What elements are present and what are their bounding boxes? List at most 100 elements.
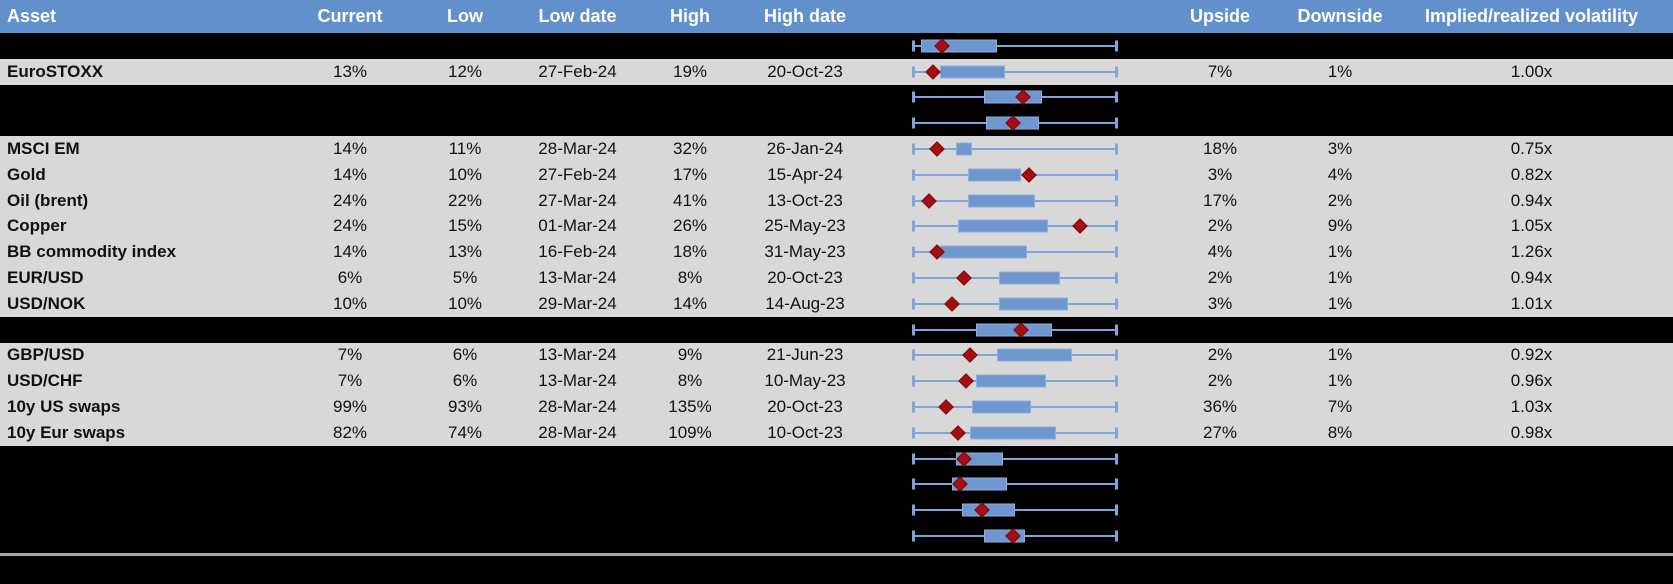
high-value: 18% (672, 242, 708, 262)
table-row: EuroSTOXX 13% 12% 27-Feb-24 19% 20-Oct-2… (0, 58, 1673, 85)
asset-name: 10y Eur swaps (7, 422, 126, 442)
col-header-asset: Asset (7, 6, 57, 26)
high-value: 8% (677, 268, 703, 288)
downside-value: 4% (1327, 164, 1353, 184)
bottom-black-strip (0, 548, 1673, 553)
range-box (968, 168, 1022, 182)
whisker-cap-left (912, 272, 915, 284)
current-level-diamond-marker (943, 296, 960, 312)
high-value: 14% (672, 293, 708, 313)
boxplot-area (912, 265, 1118, 291)
bottom-divider (0, 552, 1673, 556)
current-level-diamond-marker (956, 270, 972, 286)
whisker-cap-right (1115, 220, 1118, 232)
upside-value: 17% (1202, 190, 1238, 210)
downside-value: 1% (1327, 242, 1353, 262)
range-boxplot (865, 136, 1150, 162)
high-value: 135% (668, 397, 712, 417)
low-value: 12% (447, 61, 483, 81)
range-box (976, 374, 1046, 388)
upside-value: 2% (1207, 371, 1233, 391)
table-row: USD/CHF 7% 6% 13-Mar-24 8% 10-May-23 2% … (0, 368, 1673, 395)
low-value: 5% (452, 268, 478, 288)
table-body: EuroSTOXX 13% 12% 27-Feb-24 19% 20-Oct-2… (0, 33, 1673, 549)
whisker-cap-right (1115, 504, 1118, 516)
whisker-cap-right (1115, 143, 1118, 155)
current-value: 13% (332, 61, 368, 81)
asset-name: USD/CHF (7, 371, 83, 391)
range-box (970, 426, 1056, 440)
whisker-cap-right (1115, 324, 1118, 336)
current-level-diamond-marker (921, 192, 938, 209)
range-boxplot (865, 33, 1150, 59)
boxplot-area (912, 162, 1118, 188)
current-value: 6% (337, 268, 363, 288)
downside-value: 1% (1327, 268, 1353, 288)
high-value: 19% (672, 61, 708, 81)
table-row (0, 84, 1673, 111)
current-value: 7% (337, 371, 363, 391)
whisker-cap-right (1115, 195, 1118, 207)
upside-value: 18% (1202, 139, 1238, 159)
whisker-line (913, 483, 1117, 486)
low-value: 6% (452, 371, 478, 391)
implied-realized-ratio-value: 1.01x (1510, 293, 1553, 313)
table-row: Copper 24% 15% 01-Mar-24 26% 25-May-23 2… (0, 213, 1673, 240)
downside-value: 1% (1327, 61, 1353, 81)
range-box (921, 39, 997, 53)
asset-name: GBP/USD (7, 345, 85, 365)
boxplot-area (912, 394, 1118, 420)
implied-realized-ratio-value: 0.98x (1510, 422, 1553, 442)
range-boxplot (865, 446, 1150, 472)
low-value: 15% (447, 216, 483, 236)
upside-value: 2% (1207, 345, 1233, 365)
boxplot-area (912, 523, 1118, 549)
boxplot-area (912, 291, 1118, 317)
boxplot-area (912, 136, 1118, 162)
whisker-cap-right (1115, 453, 1118, 465)
whisker-cap-left (912, 117, 915, 129)
range-box (939, 65, 1005, 79)
table-row: Gold 14% 10% 27-Feb-24 17% 15-Apr-24 3% … (0, 161, 1673, 188)
boxplot-area (912, 317, 1118, 343)
whisker-cap-left (912, 143, 915, 155)
whisker-cap-left (912, 427, 915, 439)
downside-value: 2% (1327, 190, 1353, 210)
implied-realized-ratio-value: 1.26x (1510, 242, 1553, 262)
range-boxplot (865, 59, 1150, 85)
low-date: 28-Mar-24 (538, 422, 617, 442)
implied-realized-ratio-value: 1.00x (1510, 61, 1553, 81)
boxplot-area (912, 239, 1118, 265)
whisker-line (913, 44, 1117, 47)
current-level-diamond-marker (958, 373, 974, 390)
downside-value: 3% (1327, 139, 1353, 159)
low-date: 13-Mar-24 (538, 371, 617, 391)
boxplot-area (912, 110, 1118, 136)
whisker-line (913, 148, 1117, 151)
range-boxplot (865, 265, 1150, 291)
implied-realized-ratio-value: 1.05x (1510, 216, 1553, 236)
range-box (996, 348, 1073, 362)
whisker-cap-left (912, 298, 915, 310)
whisker-cap-left (912, 478, 915, 490)
high-value: 17% (672, 164, 708, 184)
table-row: 10y US swaps 99% 93% 28-Mar-24 135% 20-O… (0, 394, 1673, 420)
boxplot-area (912, 59, 1118, 85)
high-date: 10-May-23 (764, 371, 846, 391)
table-header-row: Asset Current Low Low date High High dat… (0, 0, 1673, 33)
low-date: 13-Mar-24 (538, 268, 617, 288)
asset-name: BB commodity index (7, 242, 177, 262)
high-date: 15-Apr-24 (767, 164, 843, 184)
range-boxplot (865, 188, 1150, 214)
range-boxplot (865, 343, 1150, 369)
high-value: 9% (677, 345, 703, 365)
implied-realized-ratio-value: 0.94x (1510, 268, 1553, 288)
whisker-cap-left (912, 220, 915, 232)
whisker-cap-left (912, 195, 915, 207)
high-date: 21-Jun-23 (766, 345, 844, 365)
col-header-high-date: High date (763, 6, 846, 26)
range-box (984, 90, 1042, 104)
table-row (0, 523, 1673, 549)
whisker-cap-left (912, 530, 915, 542)
high-date: 20-Oct-23 (767, 397, 843, 417)
